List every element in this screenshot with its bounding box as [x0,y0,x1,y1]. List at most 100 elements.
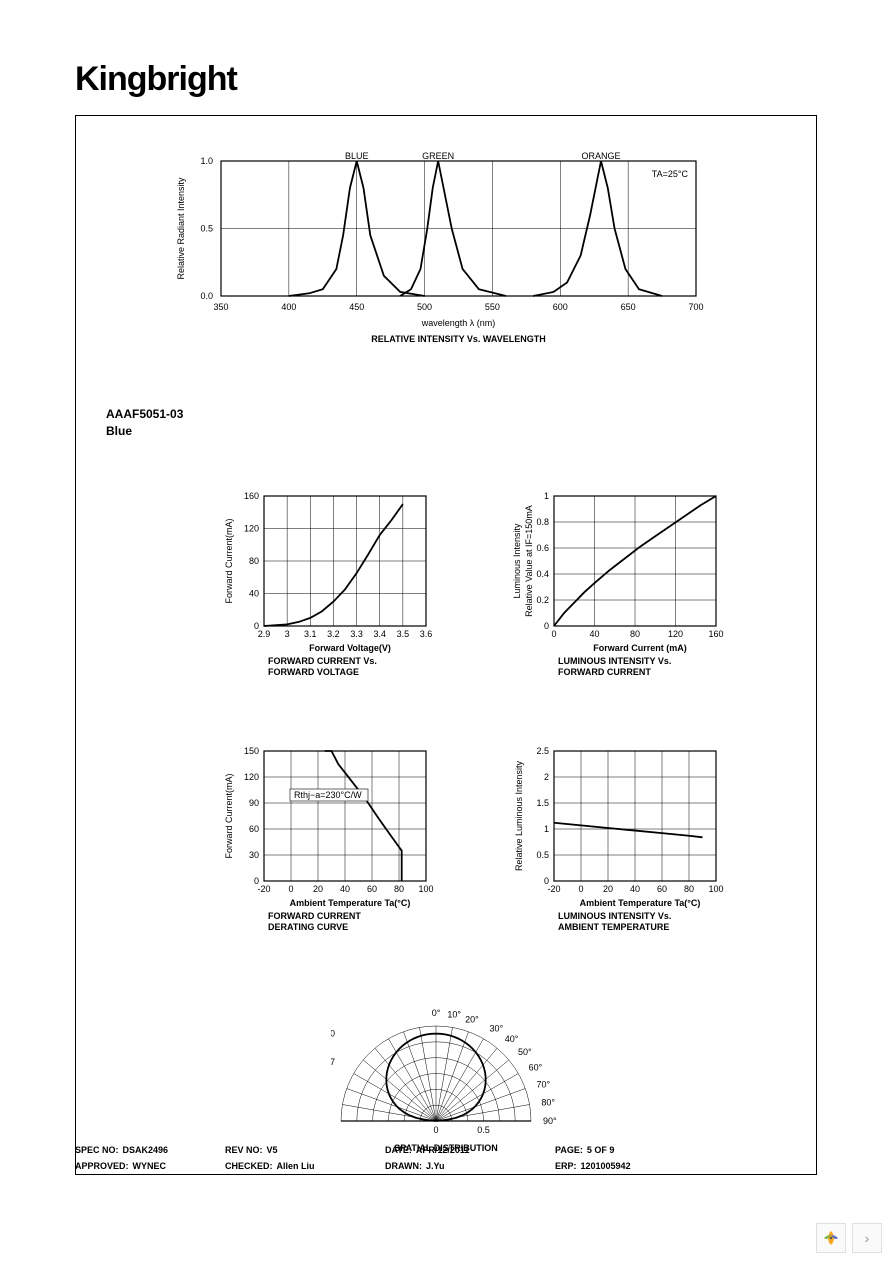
svg-text:wavelength λ (nm): wavelength λ (nm) [421,318,496,328]
spec-no: DSAK2496 [123,1145,169,1155]
svg-text:500: 500 [417,302,432,312]
svg-text:10°: 10° [447,1010,461,1020]
svg-text:0: 0 [551,629,556,639]
svg-text:0°: 0° [432,1008,441,1018]
svg-text:80: 80 [394,884,404,894]
pager: › [816,1223,882,1253]
svg-text:100: 100 [418,884,433,894]
svg-text:1.0: 1.0 [200,156,213,166]
svg-text:3.6: 3.6 [420,629,433,639]
svg-text:3.3: 3.3 [350,629,363,639]
svg-text:GREEN: GREEN [422,151,454,161]
svg-text:FORWARD CURRENT: FORWARD CURRENT [558,667,651,677]
erp-label: ERP: [555,1161,577,1171]
svg-text:0.8: 0.8 [536,517,549,527]
svg-text:Forward Current (mA): Forward Current (mA) [593,643,687,653]
svg-text:Relative Luminous Intensity: Relative Luminous Intensity [514,760,524,871]
date-label: DATE: [385,1145,412,1155]
svg-text:400: 400 [281,302,296,312]
drawn-label: DRAWN: [385,1161,422,1171]
svg-text:BLUE: BLUE [345,151,369,161]
spec-no-label: SPEC NO: [75,1145,119,1155]
rev-no: V5 [267,1145,278,1155]
svg-text:Relative Value at IF=150mA: Relative Value at IF=150mA [524,505,534,617]
svg-text:40: 40 [630,884,640,894]
svg-text:3: 3 [285,629,290,639]
svg-text:Relative Radiant Intensity: Relative Radiant Intensity [176,177,186,280]
approved: WYNEC [133,1161,167,1171]
svg-text:Forward Current(mA): Forward Current(mA) [224,518,234,603]
svg-text:AMBIENT TEMPERATURE: AMBIENT TEMPERATURE [558,922,669,932]
svg-text:2.5: 2.5 [536,746,549,756]
part-color: Blue [106,423,183,440]
derating-curve-chart: -200204060801000306090120150Rthj−a=230°C… [216,741,466,966]
svg-text:700: 700 [688,302,703,312]
svg-text:FORWARD VOLTAGE: FORWARD VOLTAGE [268,667,359,677]
svg-text:LUMINOUS INTENSITY Vs.: LUMINOUS INTENSITY Vs. [558,656,671,666]
svg-text:20: 20 [313,884,323,894]
svg-text:90°: 90° [543,1116,557,1126]
page-num: 5 OF 9 [587,1145,615,1155]
svg-text:ORANGE: ORANGE [581,151,620,161]
svg-text:160: 160 [708,629,723,639]
svg-text:LUMINOUS INTENSITY Vs.: LUMINOUS INTENSITY Vs. [558,911,671,921]
page-container: Kingbright 3504004505005506006507000.00.… [75,60,817,1175]
svg-text:60: 60 [367,884,377,894]
svg-text:3.1: 3.1 [304,629,317,639]
luminous-intensity-current-chart: 0408012016000.20.40.60.81Forward Current… [506,486,756,711]
svg-text:0.4: 0.4 [536,569,549,579]
top-chart-svg: 3504004505005506006507000.00.51.0BLUEGRE… [166,146,726,396]
checked-label: CHECKED: [225,1161,273,1171]
svg-text:0: 0 [544,876,549,886]
pager-next-button[interactable]: › [852,1223,882,1253]
svg-text:550: 550 [485,302,500,312]
svg-text:80°: 80° [541,1097,555,1107]
svg-text:70°: 70° [537,1079,551,1089]
svg-text:120: 120 [244,524,259,534]
svg-text:DERATING CURVE: DERATING CURVE [268,922,348,932]
svg-text:450: 450 [349,302,364,312]
svg-text:60: 60 [249,824,259,834]
svg-text:Ambient Temperature Ta(°C): Ambient Temperature Ta(°C) [290,898,411,908]
content-frame: 3504004505005506006507000.00.51.0BLUEGRE… [75,115,817,1175]
svg-text:Luminous Intensity: Luminous Intensity [512,523,522,599]
luminous-intensity-temp-chart: -2002040608010000.511.522.5Ambient Tempe… [506,741,756,966]
relative-intensity-chart: 3504004505005506006507000.00.51.0BLUEGRE… [166,146,726,401]
svg-text:160: 160 [244,491,259,501]
svg-text:40: 40 [589,629,599,639]
svg-text:0.6: 0.6 [536,543,549,553]
svg-text:40: 40 [249,589,259,599]
svg-text:20: 20 [603,884,613,894]
spec-footer: SPEC NO: DSAK2496 REV NO: V5 DATE: APR/1… [75,1145,817,1177]
svg-text:2.9: 2.9 [258,629,271,639]
svg-text:20°: 20° [465,1014,479,1024]
svg-text:Forward Current(mA): Forward Current(mA) [224,773,234,858]
svg-text:120: 120 [244,772,259,782]
drawn: J.Yu [426,1161,445,1171]
svg-text:90: 90 [249,798,259,808]
svg-text:40: 40 [340,884,350,894]
part-label: AAAF5051-03 Blue [106,406,183,440]
svg-text:0.5: 0.5 [200,224,213,234]
spatial-distribution-chart: 0°10°20°30°40°50°60°70°80°90°1.00.700.5S… [331,986,561,1171]
svg-text:650: 650 [621,302,636,312]
svg-text:150: 150 [244,746,259,756]
erp: 1201005942 [581,1161,631,1171]
forward-current-voltage-chart: 2.933.13.23.33.43.53.604080120160Forward… [216,486,466,711]
svg-text:0.5: 0.5 [477,1125,490,1135]
svg-text:-20: -20 [257,884,270,894]
svg-text:-20: -20 [547,884,560,894]
approved-label: APPROVED: [75,1161,129,1171]
svg-text:30: 30 [249,850,259,860]
svg-text:0.0: 0.0 [200,291,213,301]
svg-text:60°: 60° [529,1063,543,1073]
svg-text:50°: 50° [518,1047,532,1057]
pager-logo-icon[interactable] [816,1223,846,1253]
svg-text:80: 80 [684,884,694,894]
svg-text:60: 60 [657,884,667,894]
svg-text:0.2: 0.2 [536,595,549,605]
svg-text:600: 600 [553,302,568,312]
svg-text:Forward Voltage(V): Forward Voltage(V) [309,643,391,653]
svg-text:0: 0 [544,621,549,631]
logo: Kingbright [75,60,817,99]
